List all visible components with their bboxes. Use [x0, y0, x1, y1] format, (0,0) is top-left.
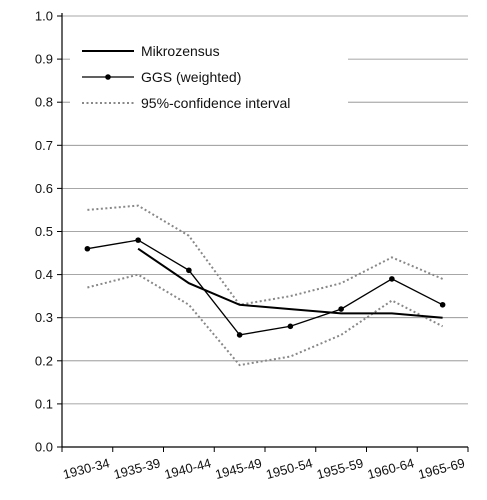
x-tick-label: 1935-39	[112, 455, 162, 482]
ci-upper-line	[87, 204, 443, 306]
y-tick-label: 0.0	[35, 440, 53, 455]
series-group	[84, 204, 446, 367]
x-tick-label: 1930-34	[61, 455, 111, 482]
legend-marker-ggs	[105, 74, 111, 80]
ggs-point	[338, 306, 344, 312]
ggs-line	[87, 239, 443, 336]
legend-label-mikrozensus: Mikrozensus	[141, 43, 220, 59]
x-tick-label: 1950-54	[264, 455, 314, 482]
y-tick-label: 0.8	[35, 95, 53, 110]
legend-label-ci: 95%-confidence interval	[141, 95, 290, 111]
ggs-point	[389, 276, 395, 282]
ci-lower-line	[87, 273, 444, 367]
x-tick-label: 1945-49	[213, 455, 263, 482]
mikrozensus-line	[137, 247, 443, 319]
y-tick-label: 0.3	[35, 310, 53, 325]
y-tick-label: 0.2	[35, 353, 53, 368]
x-tick-label: 1940-44	[163, 455, 213, 482]
ggs-point	[236, 332, 243, 338]
ggs-point	[439, 301, 446, 308]
y-tick-label: 0.4	[35, 267, 53, 282]
ggs-point	[135, 237, 141, 243]
x-axis-ticks: 1930-34 1935-39 1940-44 1945-49 1950-54 1955-…	[61, 447, 469, 482]
y-tick-label: 0.6	[35, 181, 53, 196]
y-tick-label: 0.1	[35, 396, 53, 411]
legend-label-ggs: GGS (weighted)	[141, 69, 241, 85]
y-tick-label: 0.5	[35, 224, 53, 239]
x-tick-label: 1965-69	[416, 455, 466, 482]
y-tick-label: 1.0	[35, 9, 53, 24]
x-tick-label: 1955-59	[315, 455, 365, 482]
ggs-point	[287, 323, 294, 330]
legend-box	[70, 28, 348, 130]
ggs-point	[84, 245, 91, 252]
legend: Mikrozensus GGS (weighted) 95%-confidence …	[70, 28, 348, 130]
ggs-point	[186, 267, 192, 274]
y-tick-label: 0.9	[35, 52, 53, 67]
y-tick-label: 0.7	[35, 138, 53, 153]
x-tick-label: 1960-64	[366, 455, 416, 482]
y-axis-ticks: 0.0 0.1 0.2 0.3 0.4 0.5 0.6 0.7 0.8 0.9 1.0	[35, 9, 62, 455]
